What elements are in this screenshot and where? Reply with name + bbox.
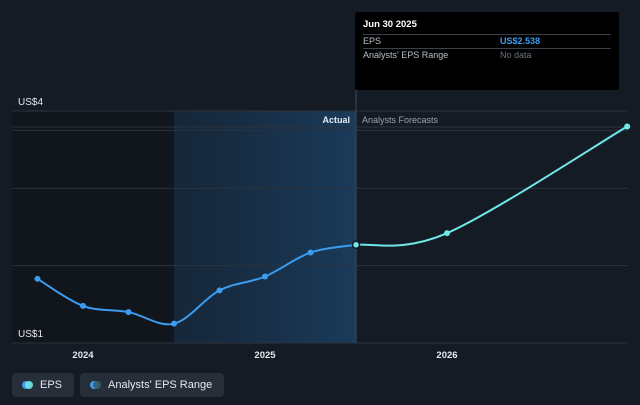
legend-item-eps[interactable]: EPS xyxy=(12,373,75,397)
forecast-point xyxy=(444,230,450,237)
eps-point xyxy=(125,309,132,316)
past-region xyxy=(12,111,174,343)
eps-point xyxy=(171,320,177,327)
forecast-line xyxy=(355,125,629,247)
hover-tooltip: Jun 30 2025 EPS US$2.538 Analysts' EPS R… xyxy=(355,12,619,90)
tooltip-range-value: No data xyxy=(500,50,532,60)
forecast-point xyxy=(624,123,631,130)
eps-line xyxy=(36,243,357,326)
tooltip-range-label: Analysts' EPS Range xyxy=(363,50,449,60)
legend-item-eps-range[interactable]: Analysts' EPS Range xyxy=(80,373,225,397)
legend: EPS Analysts' EPS Range xyxy=(12,373,225,397)
tooltip-eps-value: US$2.538 xyxy=(500,36,541,46)
tooltip-eps-label: EPS xyxy=(363,36,382,46)
x-tick-label: 2025 xyxy=(254,350,276,361)
x-tick-label: 2024 xyxy=(72,350,94,361)
tooltip-row-range: Analysts' EPS Range No data xyxy=(363,48,611,62)
y-max-label: US$4 xyxy=(18,97,43,108)
eps-point xyxy=(216,287,223,294)
actual-label: Actual xyxy=(322,115,350,125)
tooltip-date: Jun 30 2025 xyxy=(363,19,417,30)
eps-point xyxy=(80,302,86,309)
legend-label-eps: EPS xyxy=(40,379,63,391)
legend-label-eps-range: Analysts' EPS Range xyxy=(108,379,213,391)
y-min-label: US$1 xyxy=(18,329,43,340)
actual-region xyxy=(174,111,356,343)
eps-range-legend-icon xyxy=(90,381,102,389)
eps-legend-icon xyxy=(22,381,33,389)
eps-point xyxy=(307,249,314,256)
eps-point xyxy=(262,273,268,280)
forecast-label: Analysts Forecasts xyxy=(362,115,439,125)
eps-point xyxy=(34,275,41,282)
x-tick-label: 2026 xyxy=(436,350,457,361)
tooltip-row-eps: EPS US$2.538 xyxy=(363,34,611,48)
highlight-point xyxy=(351,240,361,250)
